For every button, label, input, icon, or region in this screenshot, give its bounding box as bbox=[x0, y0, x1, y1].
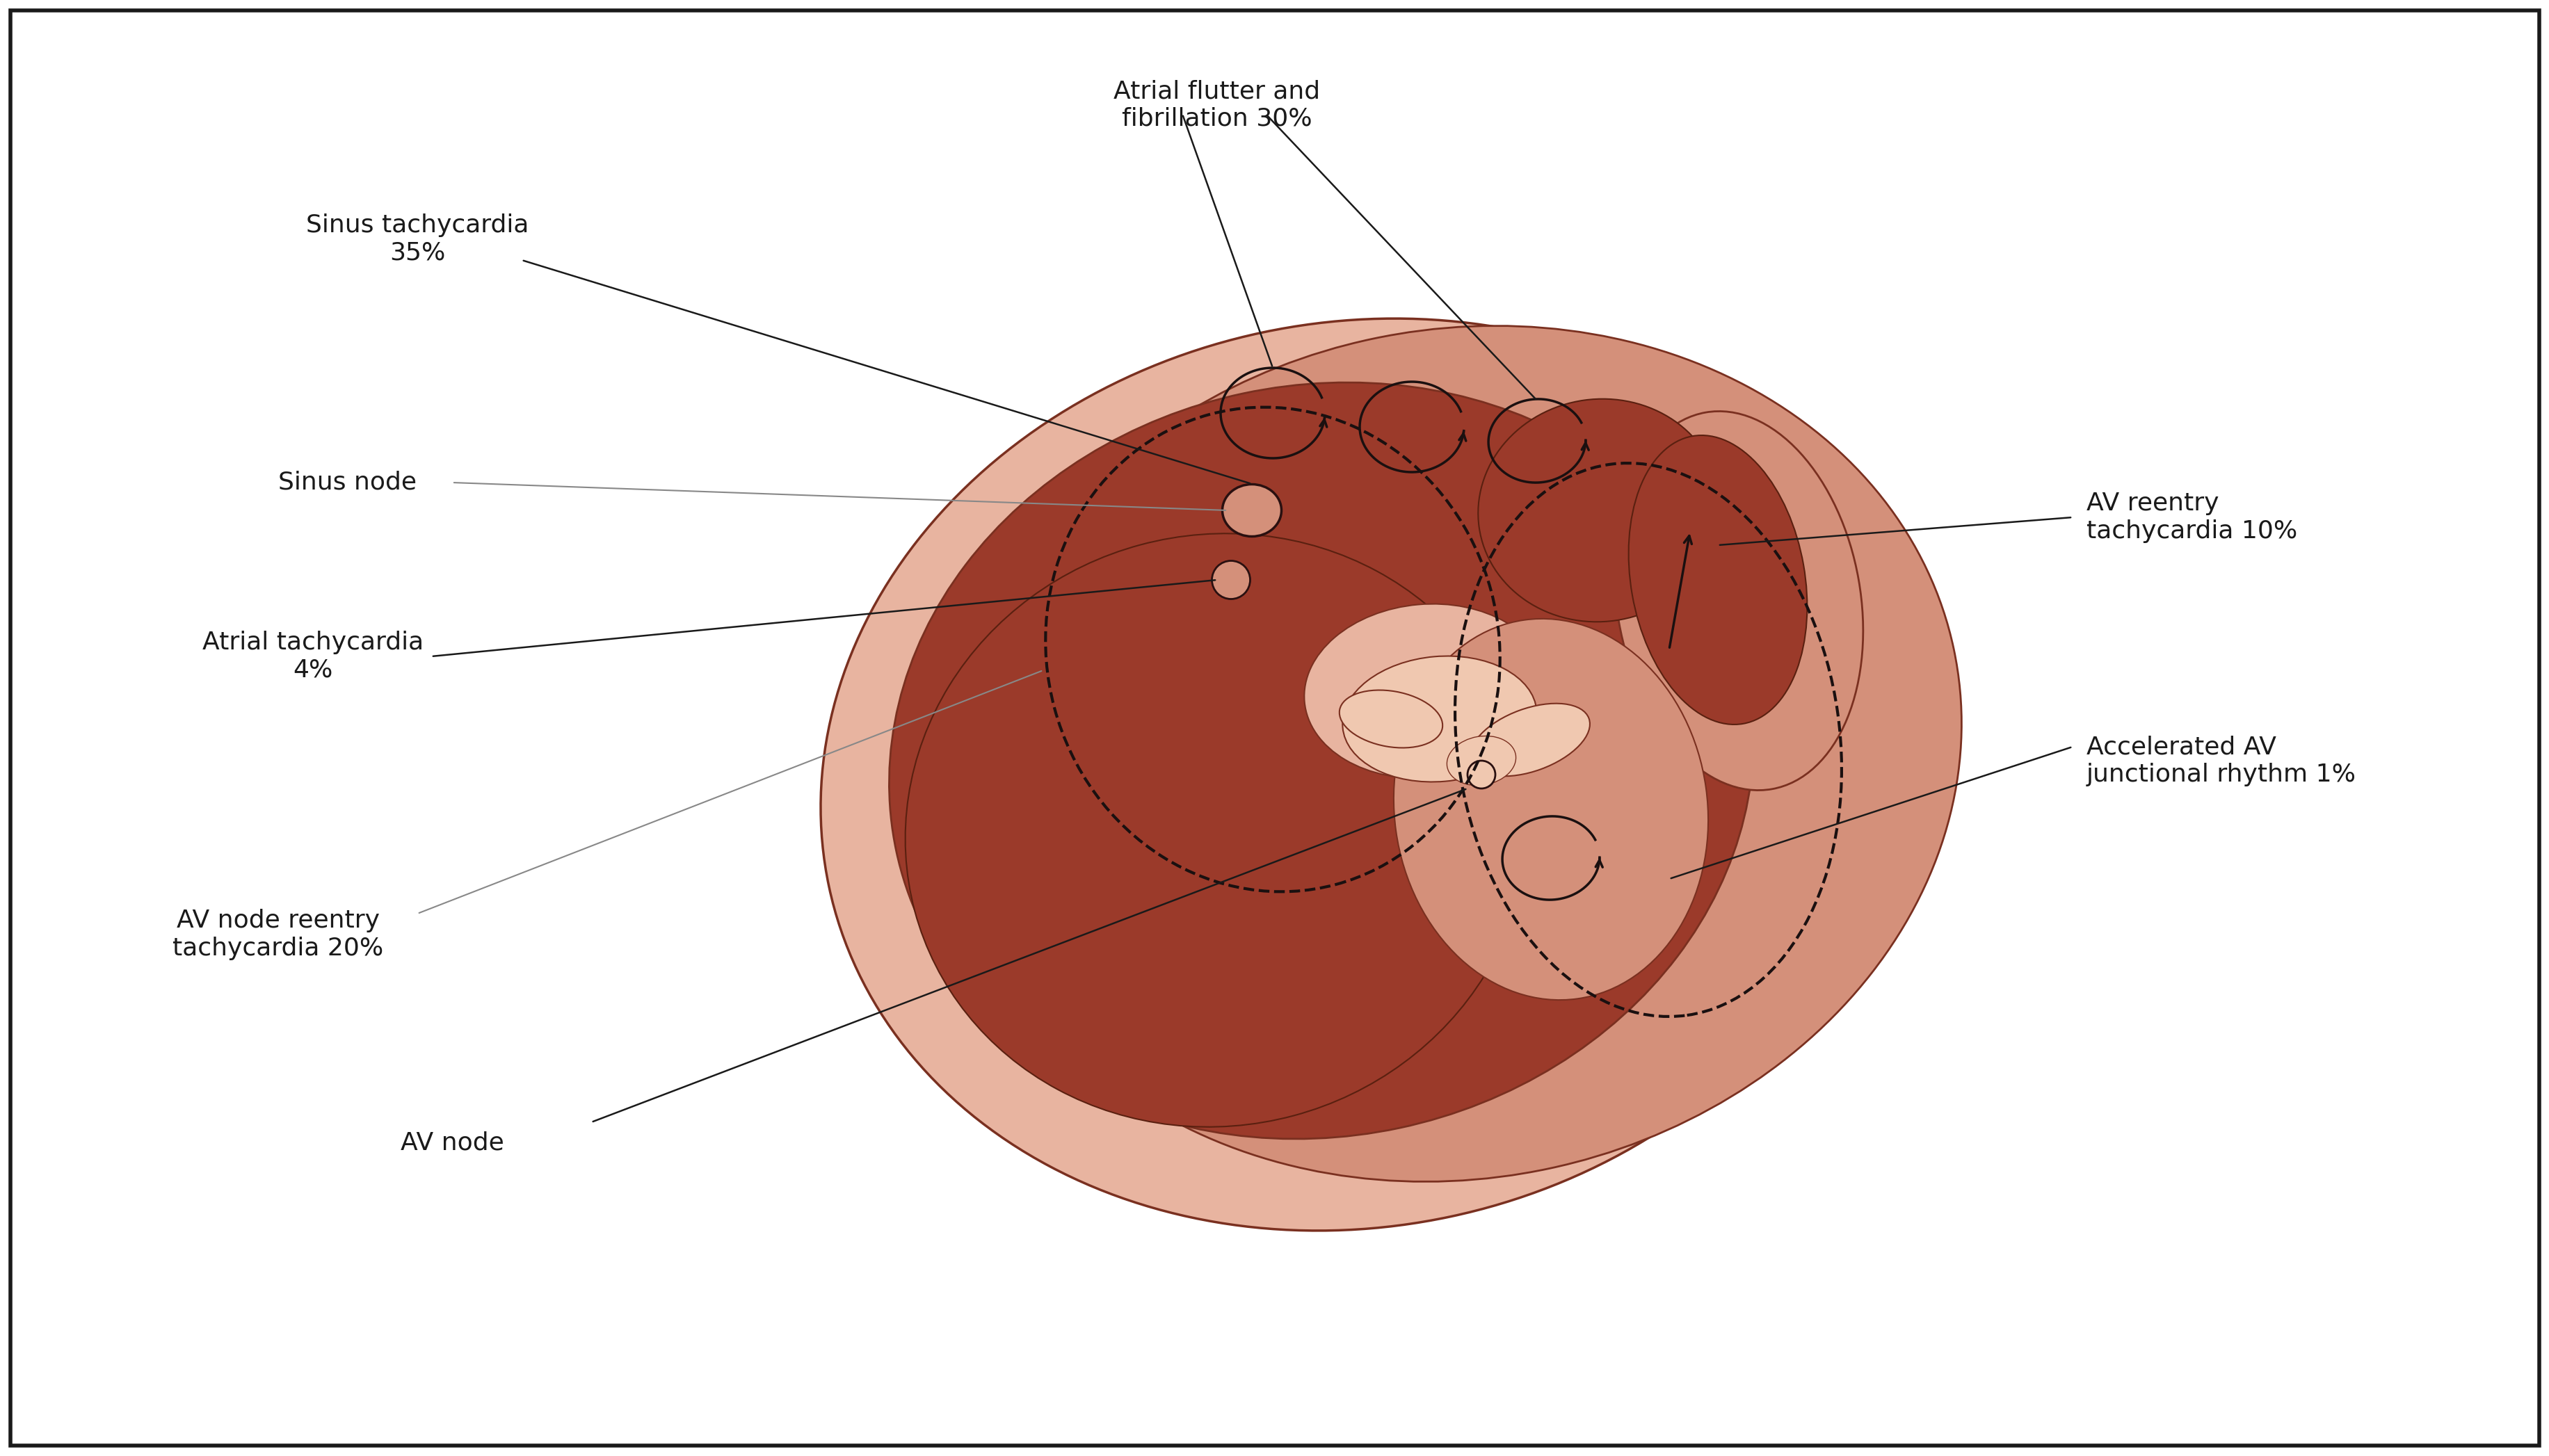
Ellipse shape bbox=[1343, 657, 1537, 782]
Ellipse shape bbox=[905, 533, 1529, 1127]
Ellipse shape bbox=[1445, 735, 1517, 785]
Text: Sinus tachycardia
35%: Sinus tachycardia 35% bbox=[306, 214, 528, 265]
Ellipse shape bbox=[1338, 690, 1443, 748]
Text: Atrial flutter and
fibrillation 30%: Atrial flutter and fibrillation 30% bbox=[1114, 79, 1320, 130]
Text: AV node reentry
tachycardia 20%: AV node reentry tachycardia 20% bbox=[173, 909, 382, 960]
Ellipse shape bbox=[1478, 399, 1721, 622]
Ellipse shape bbox=[1211, 561, 1249, 598]
Ellipse shape bbox=[1629, 435, 1807, 725]
Ellipse shape bbox=[1468, 760, 1494, 789]
Ellipse shape bbox=[1394, 619, 1708, 1000]
Text: AV node: AV node bbox=[400, 1131, 505, 1155]
Text: Sinus node: Sinus node bbox=[278, 470, 418, 495]
Ellipse shape bbox=[1305, 604, 1547, 779]
Ellipse shape bbox=[958, 326, 1960, 1182]
Ellipse shape bbox=[1614, 411, 1863, 791]
Ellipse shape bbox=[890, 383, 1754, 1139]
Ellipse shape bbox=[1221, 485, 1282, 536]
Text: AV reentry
tachycardia 10%: AV reentry tachycardia 10% bbox=[2085, 492, 2297, 543]
Ellipse shape bbox=[821, 319, 1891, 1230]
Ellipse shape bbox=[1471, 703, 1591, 776]
Text: Atrial tachycardia
4%: Atrial tachycardia 4% bbox=[201, 630, 423, 681]
Text: Accelerated AV
junctional rhythm 1%: Accelerated AV junctional rhythm 1% bbox=[2085, 735, 2355, 786]
